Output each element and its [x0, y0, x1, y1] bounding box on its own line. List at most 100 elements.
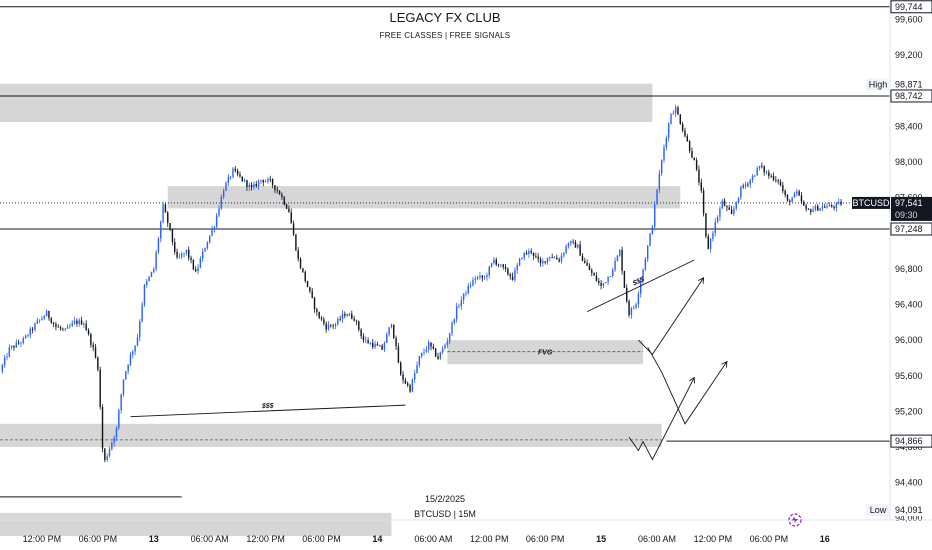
- candle-body: [13, 345, 15, 348]
- candle-body: [27, 335, 29, 336]
- price-tag-sub: 09:30: [895, 210, 918, 220]
- candle-body: [782, 185, 784, 191]
- candle-body: [108, 449, 111, 457]
- candle-body: [379, 345, 381, 347]
- candle-body: [663, 147, 665, 161]
- price-tag-label: 98,742: [895, 91, 923, 101]
- candle-body: [92, 344, 94, 348]
- time-tick-label: 06:00 AM: [414, 534, 452, 544]
- candle-body: [544, 261, 546, 263]
- candle-body: [201, 251, 204, 259]
- candle-body: [495, 259, 497, 265]
- candle-body: [810, 209, 812, 212]
- zone-rect: [0, 83, 653, 122]
- candle-body: [127, 364, 129, 372]
- candle-body: [358, 321, 360, 330]
- candle-body: [36, 320, 38, 324]
- candle-body: [581, 255, 584, 261]
- candle-body: [227, 177, 230, 183]
- candle-body: [143, 285, 146, 305]
- candle-body: [723, 200, 726, 207]
- candle-body: [234, 168, 237, 171]
- candle-body: [194, 269, 197, 272]
- liquidity-label: $$$: [261, 403, 274, 411]
- candle-body: [793, 193, 796, 198]
- replay-icon[interactable]: [788, 513, 802, 527]
- candle-body: [85, 323, 87, 331]
- candle-body: [136, 337, 139, 346]
- candle-body: [642, 269, 644, 282]
- candle-body: [511, 276, 514, 280]
- chart-subtitle: FREE CLASSES | FREE SIGNALS: [379, 31, 511, 40]
- candle-body: [253, 183, 255, 188]
- candle-body: [344, 313, 346, 316]
- candle-body: [509, 274, 511, 277]
- candle-body: [31, 328, 34, 330]
- candle-body: [644, 259, 647, 270]
- candle-body: [565, 246, 567, 253]
- candle-body: [192, 259, 195, 270]
- candle-body: [686, 136, 689, 142]
- candle-body: [162, 204, 164, 222]
- candle-body: [756, 168, 758, 176]
- candle-body: [187, 249, 190, 258]
- candle-body: [413, 373, 416, 380]
- candle-body: [139, 321, 141, 338]
- candle-body: [768, 172, 770, 176]
- candle-body: [572, 241, 574, 243]
- time-tick-label: 06:00 PM: [750, 534, 789, 544]
- candle-body: [688, 141, 691, 151]
- candle-body: [3, 357, 6, 365]
- candle-body: [64, 328, 66, 330]
- candle-body: [41, 318, 43, 320]
- candle-body: [309, 287, 311, 292]
- candle-body: [311, 291, 313, 298]
- candle-body: [174, 241, 176, 252]
- candle-body: [507, 268, 509, 275]
- candle-body: [404, 380, 407, 384]
- time-axis[interactable]: 12:00 PM 06:00 PM 13 06:00 AM 12:00 PM 06:00 …: [0, 519, 932, 544]
- price-tag-box: [890, 89, 932, 103]
- candle-body: [260, 180, 262, 182]
- candle-body: [707, 236, 709, 249]
- candle-body: [407, 383, 409, 386]
- candle-body: [327, 324, 330, 330]
- price-tick-label: 95,200: [895, 406, 923, 416]
- candle-body: [584, 260, 586, 263]
- candle-body: [183, 253, 185, 255]
- candle-body: [150, 271, 153, 277]
- price-tag-label: 94,091: [895, 505, 923, 515]
- candle-body: [772, 176, 775, 180]
- candle-body: [73, 320, 76, 323]
- candle-body: [62, 328, 64, 330]
- candle-body: [777, 180, 779, 182]
- candle-body: [15, 342, 18, 348]
- candle-body: [365, 340, 367, 341]
- prefix-tag-label: Low: [870, 505, 887, 515]
- annotations: $$$ $$$: [130, 259, 728, 461]
- candle-body: [716, 216, 719, 222]
- candle-body: [376, 344, 379, 346]
- candle-body: [570, 241, 572, 244]
- time-tick-label: 12:00 PM: [694, 534, 733, 544]
- projection-path: [638, 277, 704, 356]
- candle-body: [700, 182, 703, 191]
- candle-body: [285, 204, 288, 209]
- time-tick-label: 16: [820, 534, 830, 544]
- candle-body: [181, 254, 183, 257]
- candle-body: [427, 342, 430, 350]
- candle-body: [76, 320, 78, 324]
- candle-body: [623, 270, 626, 288]
- candle-body: [420, 353, 423, 357]
- candle-body: [831, 205, 833, 207]
- candle-body: [211, 229, 213, 236]
- candle-body: [288, 208, 290, 213]
- candle-body: [243, 180, 246, 182]
- candle-body: [698, 169, 700, 183]
- candle-body: [635, 304, 637, 308]
- candle-body: [619, 249, 621, 256]
- candle-body: [132, 351, 134, 355]
- candle-body: [362, 336, 365, 341]
- candle-body: [155, 252, 157, 269]
